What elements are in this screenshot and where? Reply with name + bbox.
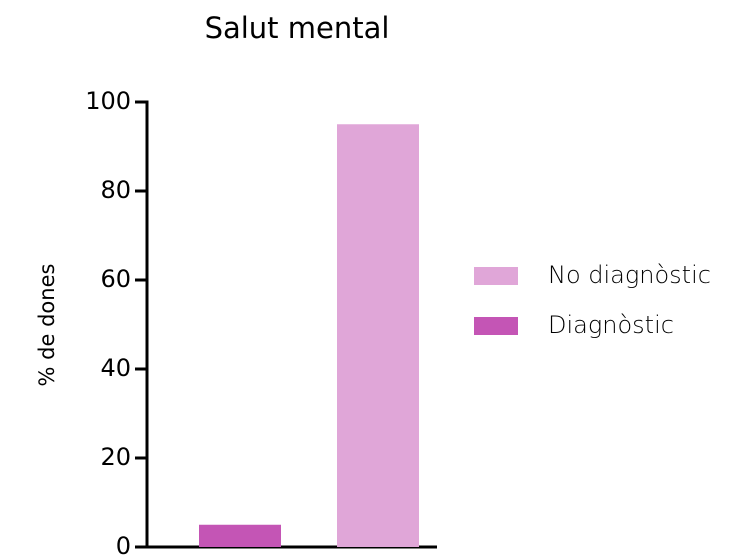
y-tick-label: 20 xyxy=(100,443,131,471)
y-tick-label: 100 xyxy=(85,87,131,115)
legend-label: Diagnòstic xyxy=(548,311,674,339)
legend-label: No diagnòstic xyxy=(548,261,711,289)
legend-swatch xyxy=(474,267,518,285)
y-axis-label: % de dones xyxy=(35,264,59,387)
bar xyxy=(337,124,419,547)
bar xyxy=(199,524,281,547)
y-tick-label: 60 xyxy=(100,265,131,293)
y-tick-label: 80 xyxy=(100,176,131,204)
y-tick-label: 0 xyxy=(116,532,131,555)
chart-title: Salut mental xyxy=(205,11,390,45)
legend-swatch xyxy=(474,317,518,335)
y-tick-label: 40 xyxy=(100,354,131,382)
